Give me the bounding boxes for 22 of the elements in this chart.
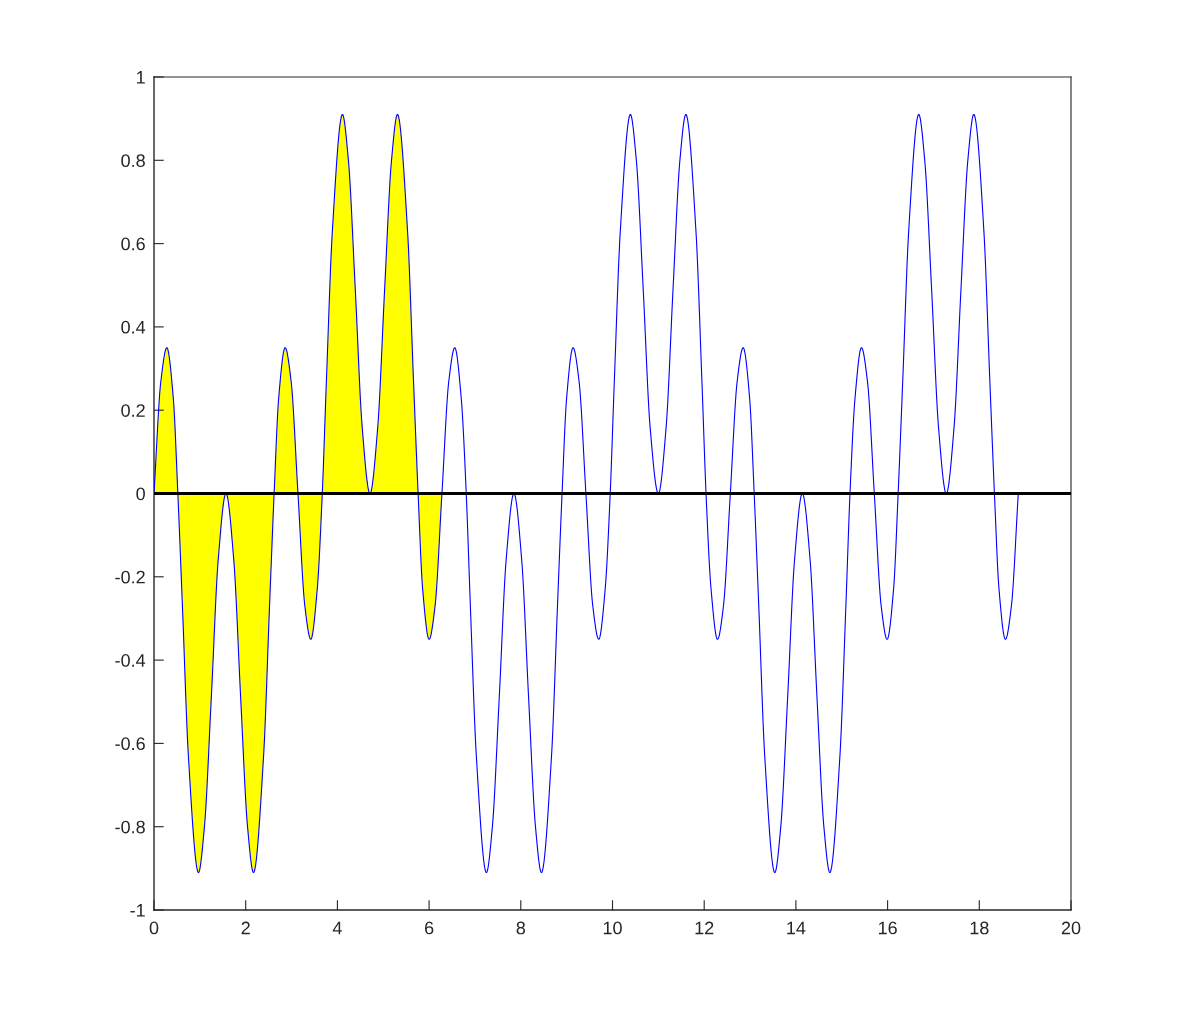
x-tick-label: 14 [787,921,806,935]
x-tick-label: 16 [878,921,897,935]
y-tick-label: 0.6 [121,237,145,251]
y-tick-label: 0.8 [121,154,145,168]
x-tick-label: 12 [695,921,714,935]
y-tick-label: -0.2 [115,570,145,584]
y-tick-label: 0 [136,487,145,501]
x-tick-label: 18 [970,921,989,935]
x-tick-label: 6 [425,921,434,935]
y-tick-label: 1 [137,71,145,84]
y-tick-label: 0.4 [121,320,146,334]
y-tick-label: -0.8 [115,820,145,834]
x-tick-label: 4 [332,921,342,935]
x-tick-label: 2 [241,921,250,935]
y-tick-label: -0.4 [115,654,146,667]
x-tick-label: 20 [1061,921,1081,935]
x-tick-label: 0 [149,921,159,935]
y-tick-label: -1 [130,904,145,917]
y-tick-label: -0.6 [115,737,145,751]
x-tick-label: 10 [603,921,622,935]
x-tick-label: 8 [516,921,526,935]
y-tick-label: 0.2 [121,404,145,417]
